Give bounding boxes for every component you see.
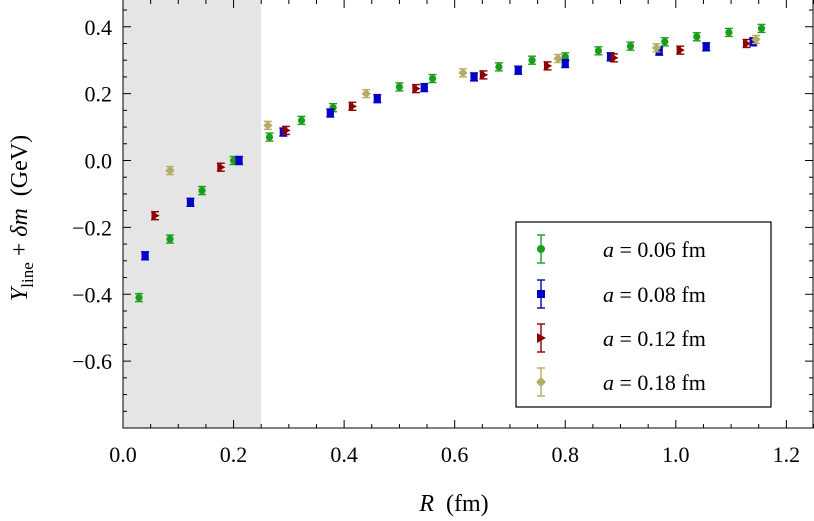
series-1	[141, 37, 758, 261]
legend-marker	[537, 333, 546, 343]
data-point	[141, 252, 149, 260]
legend-label: a = 0.12 fm	[603, 326, 706, 351]
data-point	[561, 53, 569, 61]
data-point	[561, 59, 569, 68]
legend-label-value: = 0.12 fm	[614, 326, 706, 351]
data-point	[428, 74, 437, 83]
legend-marker	[537, 290, 545, 298]
data-point	[361, 89, 371, 99]
series-3	[165, 34, 761, 176]
y-axis-label-delta: δm	[7, 208, 33, 237]
y-tick-label: 0.0	[85, 149, 113, 174]
data-point	[265, 133, 274, 141]
legend-item: a = 0.12 fm	[537, 323, 706, 353]
y-tick-label: 0.2	[85, 82, 113, 107]
data-point	[479, 70, 489, 80]
y-axis-label-unit: (GeV)	[7, 135, 33, 196]
x-tick-label: 1.2	[773, 442, 801, 467]
x-axis-label-unit: (fm)	[446, 491, 489, 517]
legend-label: a = 0.06 fm	[603, 237, 706, 262]
x-tick-label: 0.0	[109, 442, 137, 467]
legend: a = 0.06 fma = 0.08 fma = 0.12 fma = 0.1…	[515, 221, 772, 408]
data-point	[543, 61, 553, 71]
data-point	[198, 186, 206, 195]
data-point	[229, 156, 238, 165]
data-point	[282, 125, 291, 136]
data-point	[661, 38, 669, 46]
legend-marker	[536, 377, 546, 387]
data-points	[135, 23, 766, 303]
data-point	[528, 56, 536, 64]
data-point	[186, 198, 195, 206]
legend-marker	[537, 245, 545, 253]
data-point	[348, 101, 358, 111]
x-tick-label: 1.0	[662, 442, 690, 467]
data-point	[373, 95, 381, 103]
y-tick-label: −0.2	[72, 215, 112, 240]
legend-label-value: = 0.06 fm	[614, 237, 706, 262]
data-point	[693, 33, 701, 41]
y-axis-label-subscript: line	[18, 262, 37, 288]
data-point	[749, 38, 757, 46]
legend-label: a = 0.18 fm	[603, 370, 706, 395]
data-point	[676, 45, 685, 55]
legend-label-var: a	[603, 326, 614, 351]
y-tick-label: −0.6	[72, 349, 112, 374]
x-axis-label: R (fm)	[418, 491, 488, 517]
data-point	[458, 68, 468, 78]
y-tick-label: 0.4	[85, 15, 113, 40]
legend-label: a = 0.08 fm	[603, 282, 706, 307]
data-point	[135, 293, 143, 302]
axis-ticks	[122, 0, 814, 429]
y-axis-label-main: Y	[7, 285, 33, 301]
y-tick-label: −0.4	[72, 282, 112, 307]
plot-frame	[122, 0, 814, 429]
tick-labels: 0.0 0.2 0.4 0.6 0.8 1.0 1.2 0.4 0.2 0.0 −0.2 −0.4 −0…	[72, 15, 800, 467]
legend-item: a = 0.08 fm	[537, 279, 706, 309]
legend-label-value: = 0.08 fm	[614, 282, 706, 307]
series-0	[135, 23, 766, 303]
data-point	[514, 66, 522, 74]
data-point	[651, 43, 662, 53]
data-point	[751, 34, 761, 45]
data-point	[742, 38, 752, 49]
data-point	[610, 53, 619, 63]
shaded-region	[123, 0, 262, 428]
legend-label-var: a	[603, 282, 614, 307]
y-axis-label: Yline + δm (GeV)	[7, 135, 37, 301]
data-point	[263, 120, 273, 130]
data-point	[165, 165, 175, 176]
x-tick-label: 0.6	[441, 442, 469, 467]
data-point	[594, 47, 603, 55]
y-axis-label-plus: +	[7, 237, 33, 263]
data-point	[151, 211, 160, 221]
legend-label-var: a	[603, 237, 614, 262]
data-point	[412, 84, 421, 94]
x-tick-label: 0.2	[220, 442, 248, 467]
data-point	[420, 84, 428, 92]
data-point	[166, 235, 174, 243]
data-point	[326, 109, 334, 117]
data-point	[235, 156, 243, 165]
data-point	[297, 116, 306, 124]
data-point	[470, 73, 478, 81]
x-axis-label-var: R	[418, 491, 434, 517]
legend-item: a = 0.18 fm	[536, 367, 706, 397]
data-point	[495, 63, 503, 71]
data-point	[553, 53, 563, 64]
x-tick-label: 0.4	[330, 442, 358, 467]
data-point	[626, 42, 635, 50]
legend-box	[515, 221, 772, 408]
x-tick-label: 0.8	[551, 442, 579, 467]
data-point	[217, 162, 226, 172]
legend-label-value: = 0.18 fm	[614, 370, 706, 395]
data-point	[395, 83, 403, 91]
data-point	[757, 24, 766, 33]
series-2	[151, 38, 752, 221]
legend-item: a = 0.06 fm	[537, 234, 706, 264]
data-point	[702, 43, 710, 51]
data-point	[725, 28, 733, 37]
legend-label-var: a	[603, 370, 614, 395]
